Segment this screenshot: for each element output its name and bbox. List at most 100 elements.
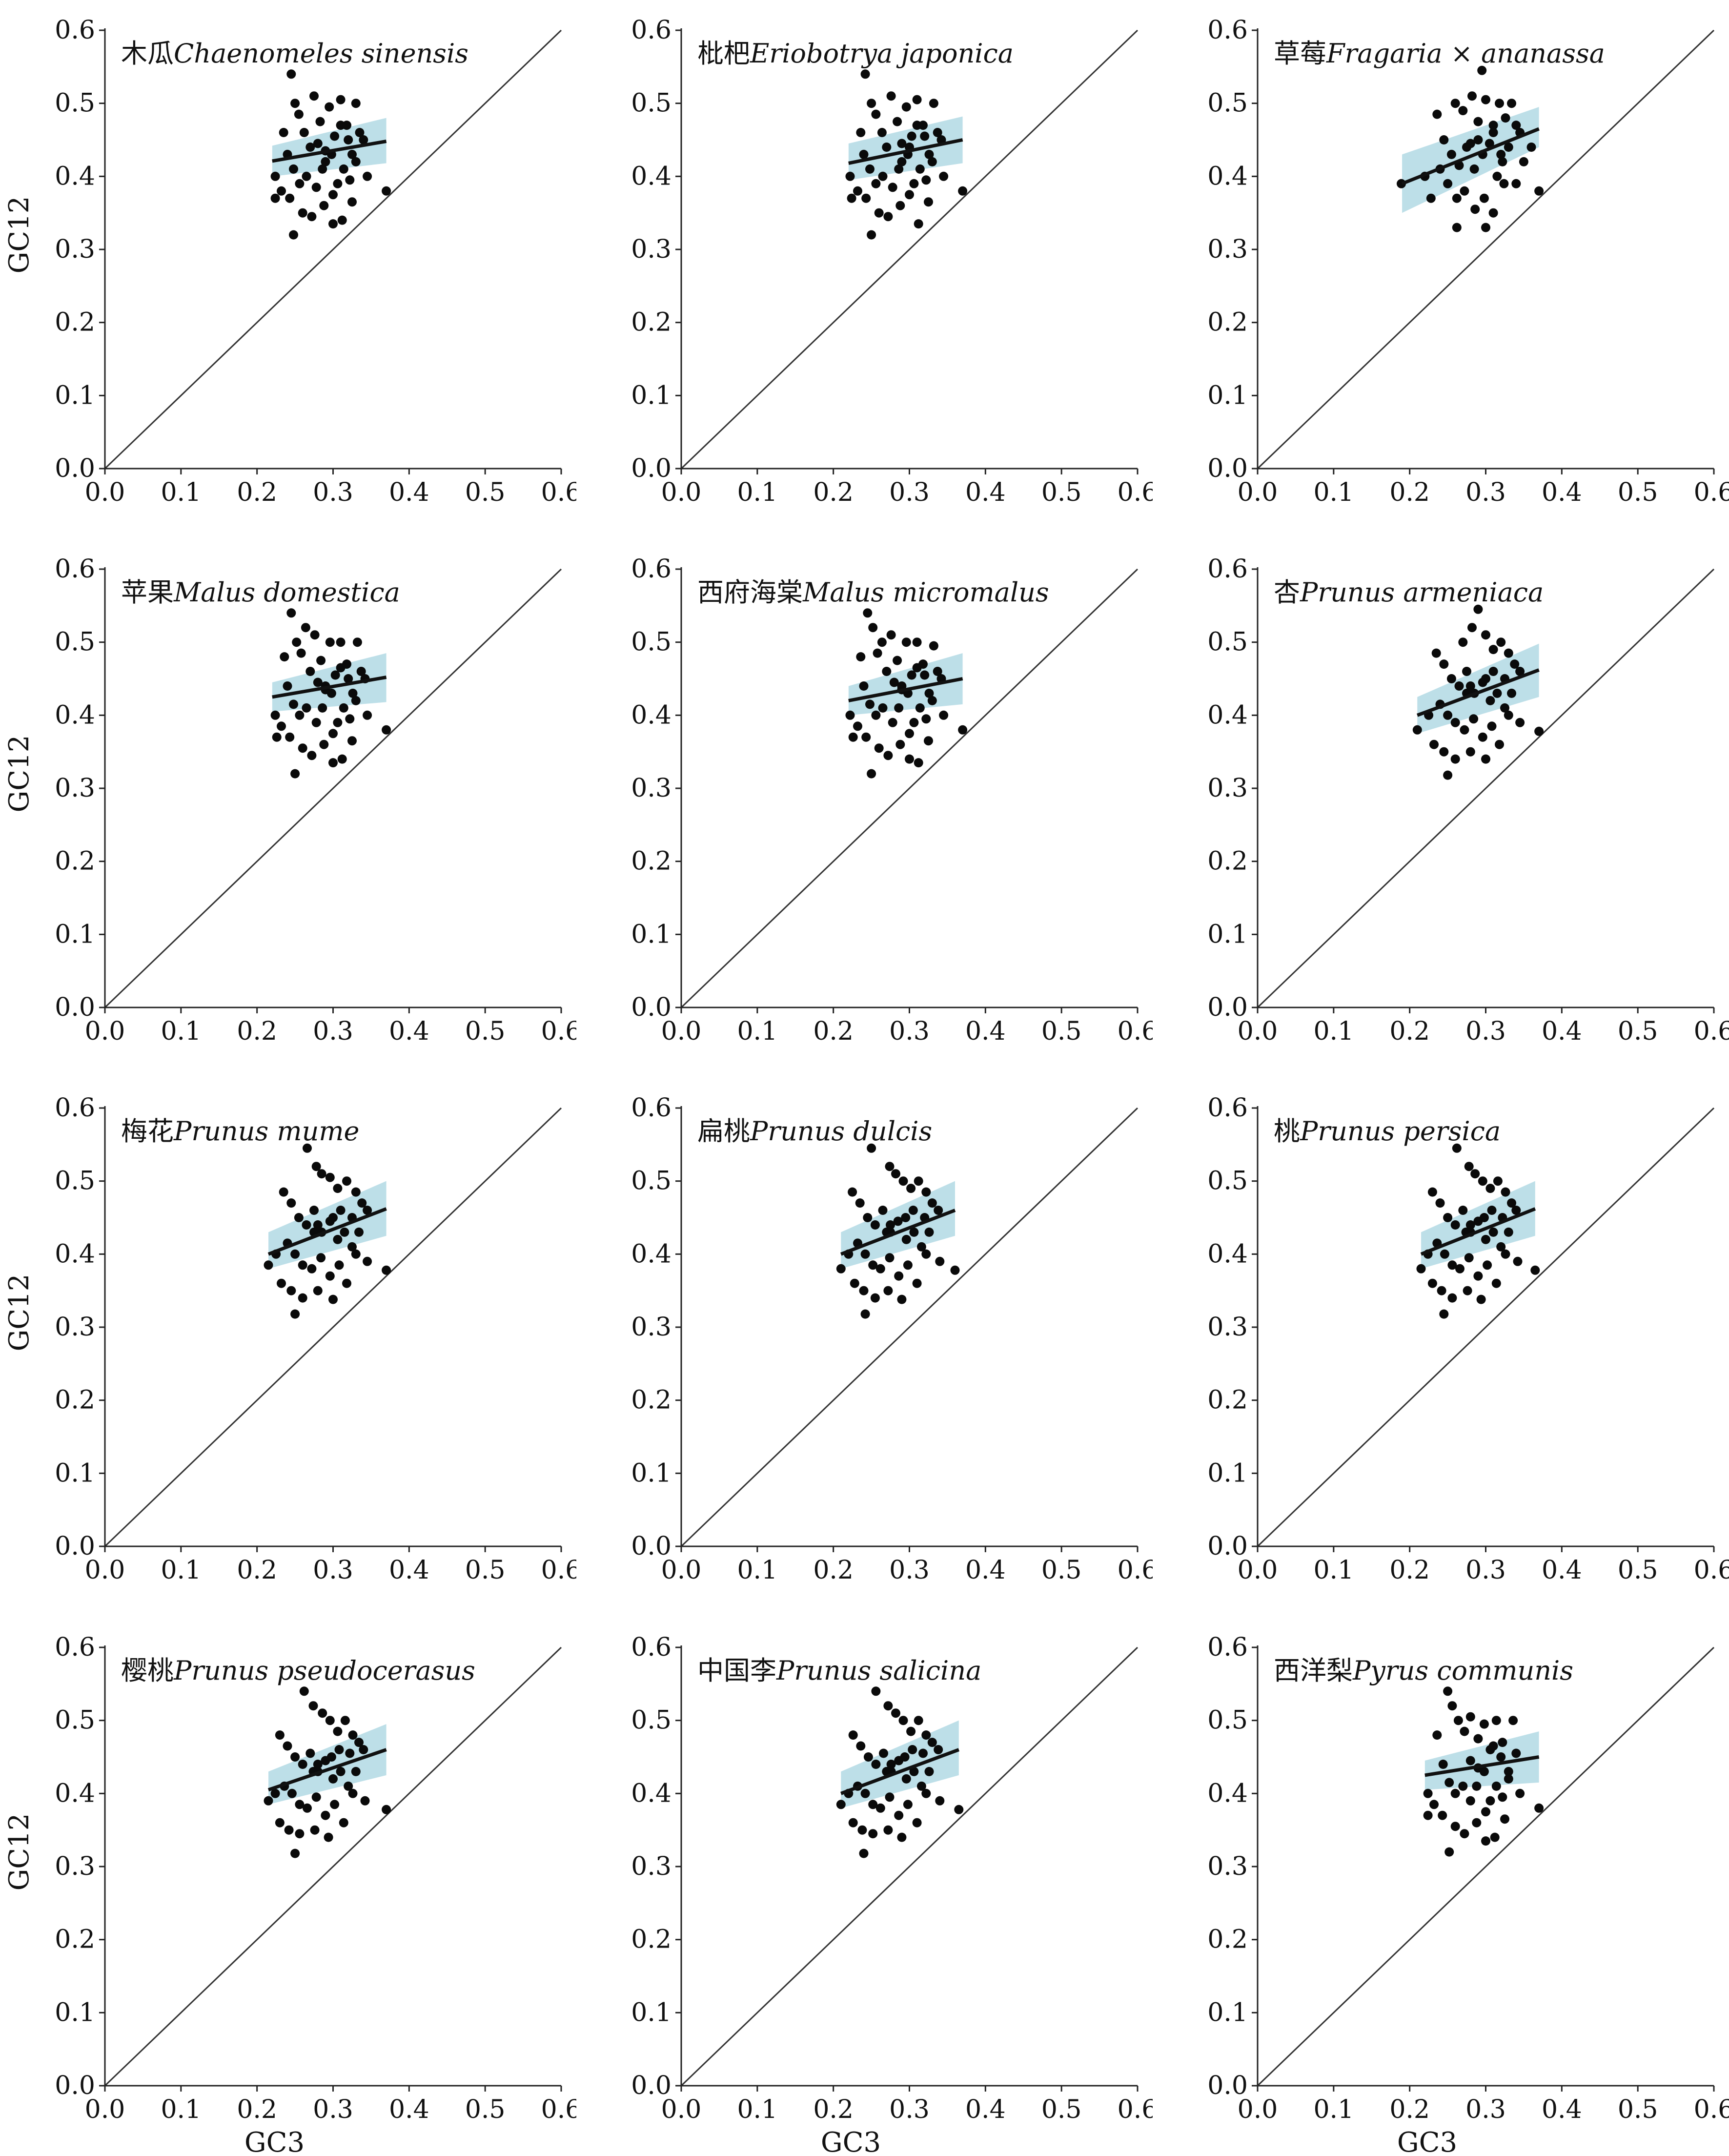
chart-panel-10: 0.0 0.1 0.2 0.3 0.4 0.5 0.6 0.0 0.1 0.2 0.3 0.4 0.5 0… xyxy=(0,1617,576,2156)
x-tick-label: 0.3 xyxy=(1465,1017,1506,1046)
data-point xyxy=(1481,1807,1490,1817)
data-point xyxy=(325,637,335,647)
data-point xyxy=(1496,1242,1506,1252)
data-point xyxy=(382,186,391,196)
x-tick-label: 0.6 xyxy=(1694,1556,1729,1585)
title-chinese: 枇杷 xyxy=(697,38,750,69)
y-tick-label: 0.4 xyxy=(631,162,671,191)
data-point xyxy=(1534,1803,1544,1813)
data-point xyxy=(328,758,338,768)
data-point xyxy=(905,190,914,200)
data-point xyxy=(1431,648,1441,658)
x-tick-label: 0.6 xyxy=(541,1017,576,1046)
data-point xyxy=(351,1187,361,1197)
data-point xyxy=(900,1752,910,1762)
data-point xyxy=(924,197,933,207)
data-point xyxy=(918,1748,928,1758)
x-tick-label: 0.2 xyxy=(1389,1017,1430,1046)
data-point xyxy=(1496,1752,1506,1762)
data-point xyxy=(310,1825,320,1835)
data-point xyxy=(855,1198,865,1208)
data-point xyxy=(921,1788,931,1798)
data-point xyxy=(294,1213,304,1222)
x-tick-label: 0.2 xyxy=(237,478,277,507)
data-point xyxy=(882,667,892,676)
scatter-plot: 0.0 0.1 0.2 0.3 0.4 0.5 0.6 0.0 0.1 0.2 0.3 0.4 0.5 0… xyxy=(3,1093,576,1585)
x-tick-label: 0.3 xyxy=(889,1017,930,1046)
data-point xyxy=(848,1187,857,1197)
data-point xyxy=(915,164,925,174)
y-tick-label: 0.5 xyxy=(631,1706,671,1735)
title-latin: Malus micromalus xyxy=(802,577,1049,608)
data-point xyxy=(339,703,348,713)
x-tick-label: 0.3 xyxy=(1465,478,1506,507)
data-point xyxy=(355,128,365,137)
x-tick-label: 0.5 xyxy=(465,1017,506,1046)
diagonal-reference-line xyxy=(1257,29,1715,470)
x-tick-label: 0.0 xyxy=(1238,2095,1278,2124)
data-point xyxy=(345,1748,355,1758)
data-point xyxy=(1491,1278,1501,1288)
data-point xyxy=(867,1143,876,1153)
data-point xyxy=(1504,648,1513,658)
data-point xyxy=(914,1716,923,1725)
data-point xyxy=(313,678,323,687)
data-point xyxy=(1481,1836,1490,1846)
data-point xyxy=(1500,703,1509,713)
data-point xyxy=(1450,718,1460,727)
data-point xyxy=(879,1748,888,1758)
data-point xyxy=(1491,1716,1501,1725)
regression-line xyxy=(1401,127,1540,185)
title-latin: Prunus persica xyxy=(1300,1116,1501,1147)
data-point xyxy=(359,1745,368,1754)
y-tick-label: 0.5 xyxy=(55,628,95,657)
data-point xyxy=(885,1253,895,1263)
data-point xyxy=(1495,739,1504,749)
data-point xyxy=(901,637,911,647)
data-point xyxy=(1432,109,1442,119)
data-point xyxy=(1483,1260,1492,1270)
data-point xyxy=(1472,1781,1482,1791)
data-point xyxy=(929,641,938,651)
scatter-plot: 0.0 0.1 0.2 0.3 0.4 0.5 0.6 0.0 0.1 0.2 0.3 0.4 0.5 0… xyxy=(631,554,1153,1046)
data-point xyxy=(857,1825,867,1835)
data-point xyxy=(328,1294,338,1304)
regression-line xyxy=(267,1207,387,1256)
data-point xyxy=(894,164,904,174)
y-tick-label: 0.4 xyxy=(1207,1779,1248,1808)
data-point xyxy=(883,212,893,222)
data-point xyxy=(860,1309,870,1319)
data-point xyxy=(283,681,292,691)
data-point xyxy=(921,1187,931,1197)
data-point xyxy=(1443,179,1453,188)
data-point xyxy=(290,1309,300,1319)
chart-panel-8: 0.0 0.1 0.2 0.3 0.4 0.5 0.6 0.0 0.1 0.2 0.3 0.4 0.5 0… xyxy=(576,1078,1153,1617)
data-point xyxy=(921,1730,931,1740)
data-point xyxy=(299,1686,309,1696)
data-point xyxy=(1443,710,1453,720)
data-point xyxy=(1447,1701,1457,1711)
data-point xyxy=(1439,659,1449,669)
data-point xyxy=(340,1716,350,1725)
data-point xyxy=(889,678,899,687)
chart-panel-4: 0.0 0.1 0.2 0.3 0.4 0.5 0.6 0.0 0.1 0.2 0.3 0.4 0.5 0… xyxy=(0,539,576,1078)
data-point xyxy=(286,1198,296,1208)
y-tick-label: 0.2 xyxy=(55,847,95,876)
data-point xyxy=(298,1760,307,1769)
data-point xyxy=(871,1686,881,1696)
data-point xyxy=(1460,1726,1469,1736)
panel-title: 杏Prunus armeniaca xyxy=(1274,577,1544,608)
x-tick-label: 0.3 xyxy=(313,478,353,507)
data-point xyxy=(277,186,286,196)
data-point xyxy=(1495,99,1504,108)
x-tick-label: 0.0 xyxy=(1238,478,1278,507)
data-point xyxy=(1458,106,1468,116)
data-point xyxy=(351,99,361,108)
x-tick-label: 0.6 xyxy=(1118,1556,1153,1585)
diagonal-reference-line xyxy=(104,568,562,1008)
data-point xyxy=(870,1220,880,1230)
data-point xyxy=(359,135,368,144)
y-tick-label: 0.5 xyxy=(1207,1167,1248,1196)
data-point xyxy=(921,1249,931,1259)
panel-title: 樱桃Prunus pseudocerasus xyxy=(121,1655,475,1686)
